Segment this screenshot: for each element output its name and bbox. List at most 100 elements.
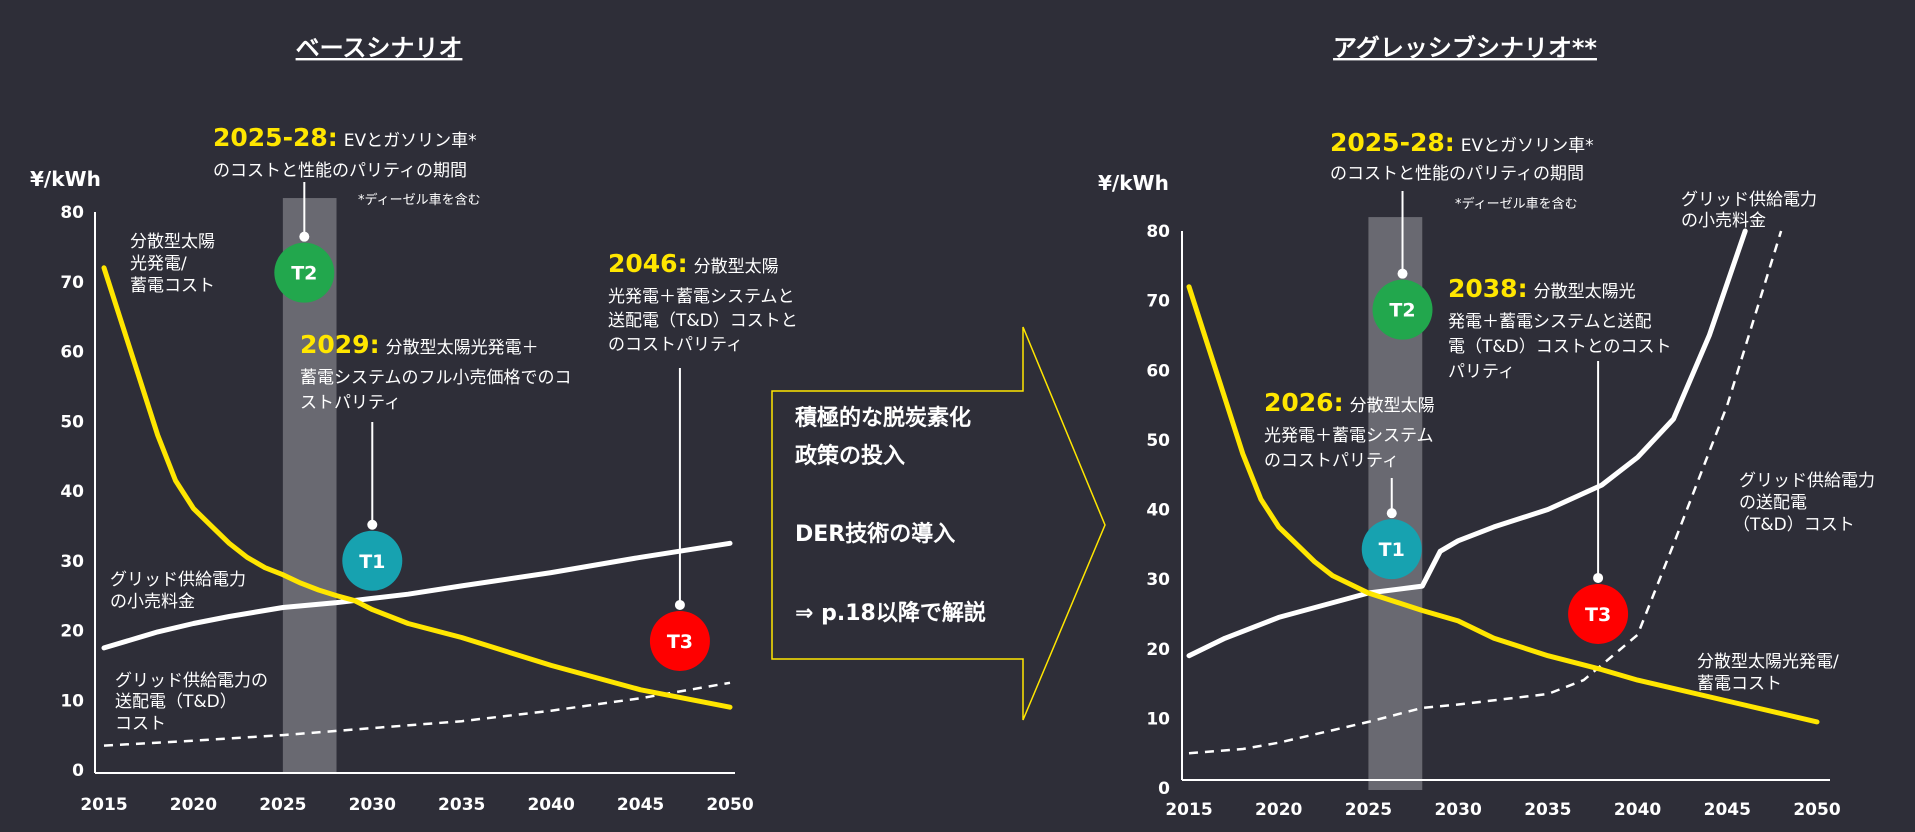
td-series-label: （T&D）コスト (1733, 515, 1855, 535)
marker-circle (342, 530, 403, 591)
annotation-t3-line: パリティ (1448, 362, 1515, 382)
annotation-t1-line: 光発電＋蓄電システム (1264, 426, 1434, 446)
milestone-marker-t2: T2 (1372, 191, 1433, 340)
annotation-t1-line: のコストパリティ (1264, 451, 1399, 471)
marker-circle (1568, 583, 1629, 644)
milestone-marker-t1: T1 (1361, 478, 1422, 580)
x-tick-label: 2030 (1434, 800, 1481, 820)
x-tick-label: 2035 (1524, 800, 1571, 820)
solar-series-label: 光発電/ (130, 254, 187, 274)
series-line-solar-cost (1186, 284, 1820, 725)
base-scenario-chart: ¥/kWh 2015 2020 2025 2030 2035 2040 2045 205001… (30, 123, 798, 815)
y-tick-label: 30 (60, 552, 84, 572)
td-series-label: コスト (115, 714, 166, 734)
series-line-retail-price (1186, 228, 1748, 659)
y-tick-label: 20 (1146, 640, 1170, 660)
y-tick-label: 80 (1146, 222, 1170, 242)
x-tick-label: 2020 (1255, 800, 1302, 820)
leader-dot (1386, 508, 1397, 519)
marker-circle (1372, 279, 1433, 340)
annotation-t2-line: のコストと性能のパリティの期間 (1330, 164, 1584, 184)
y-tick-label: 0 (1158, 779, 1170, 799)
leader-dot (299, 231, 310, 242)
series-line-td-cost (103, 681, 731, 747)
arrow-text: 政策の投入 (795, 443, 905, 469)
annotation-t3-line: 光発電＋蓄電システムと (608, 287, 795, 307)
aggressive-scenario-title: アグレッシブシナリオ** (1333, 34, 1597, 62)
series-line-solar-cost (101, 265, 733, 710)
x-tick-label: 2050 (1793, 800, 1840, 820)
x-tick-label: 2025 (259, 795, 306, 815)
milestone-marker-t3: T3 (1568, 361, 1629, 644)
policy-arrow: 積極的な脱炭素化 政策の投入 DER技術の導入 ⇒ p.18以降で解説 (771, 326, 1106, 721)
aggressive-scenario-chart: ¥/kWh 2015 2020 2025 2030 2035 2040 2045 205001… (1098, 128, 1875, 820)
annotation-t1-line: ストパリティ (300, 393, 401, 413)
arrow-text: 積極的な脱炭素化 (795, 405, 971, 431)
annotation-t3-line: 送配電（T&D）コストと (608, 311, 798, 331)
annotation-t1-heading: 2026: 分散型太陽 (1264, 388, 1435, 417)
retail-series-label: の小売料金 (110, 592, 195, 612)
marker-circle (274, 242, 335, 303)
marker-circle (649, 610, 710, 671)
annotation-t3-line: 発電＋蓄電システムと送配 (1448, 312, 1652, 332)
series-line-retail-price (101, 540, 733, 651)
annotation-t1-line: 蓄電システムのフル小売価格でのコ (300, 368, 572, 388)
td-series-label: 送配電（T&D） (115, 692, 237, 712)
leader-dot (1593, 572, 1604, 583)
annotation-t3-heading: 2046: 分散型太陽 (608, 249, 779, 278)
y-tick-label: 40 (1146, 501, 1170, 521)
milestone-marker-t2: T2 (274, 182, 335, 303)
marker-circle (1361, 519, 1422, 580)
leader-dot (674, 599, 685, 610)
marker-label: T2 (1389, 300, 1415, 322)
marker-label: T3 (1585, 604, 1611, 626)
y-tick-label: 30 (1146, 570, 1170, 590)
x-tick-label: 2015 (80, 795, 127, 815)
annotation-t1-heading: 2029: 分散型太陽光発電＋ (300, 330, 539, 359)
x-tick-label: 2040 (527, 795, 574, 815)
base-scenario-title: ベースシナリオ (296, 34, 463, 62)
y-tick-label: 40 (60, 482, 84, 502)
x-tick-label: 2030 (349, 795, 396, 815)
solar-series-label: 蓄電コスト (1697, 674, 1782, 694)
annotation-t3-heading: 2038: 分散型太陽光 (1448, 274, 1636, 303)
y-tick-label: 60 (60, 343, 84, 363)
y-tick-label: 80 (60, 203, 84, 223)
retail-series-label: の小売料金 (1681, 211, 1766, 231)
td-series-label: の送配電 (1739, 493, 1807, 513)
y-tick-label: 50 (1146, 431, 1170, 451)
td-series-label: グリッド供給電力の (115, 671, 268, 691)
annotation-footnote: *ディーゼル車を含む (358, 192, 481, 208)
annotation-t3-line: 電（T&D）コストとのコスト (1448, 337, 1672, 357)
y-tick-label: 20 (60, 622, 84, 642)
x-tick-label: 2045 (1704, 800, 1751, 820)
x-tick-label: 2025 (1345, 800, 1392, 820)
marker-label: T1 (359, 551, 385, 573)
y-tick-label: 60 (1146, 361, 1170, 381)
marker-label: T1 (1379, 539, 1405, 561)
y-tick-label: 50 (60, 412, 84, 432)
annotation-t2-line: のコストと性能のパリティの期間 (213, 161, 467, 181)
td-series-label: グリッド供給電力 (1739, 471, 1875, 491)
y-axis-unit: ¥/kWh (1098, 171, 1169, 195)
x-tick-label: 2035 (438, 795, 485, 815)
solar-series-label: 分散型太陽 (130, 232, 215, 252)
x-tick-label: 2015 (1165, 800, 1212, 820)
x-tick-label: 2050 (706, 795, 753, 815)
annotation-t3-line: のコストパリティ (608, 335, 743, 355)
annotation-t2-heading: 2025-28: EVとガソリン車* (1330, 128, 1594, 157)
series-line-td-cost (1188, 230, 1783, 755)
y-tick-label: 10 (1146, 709, 1170, 729)
annotation-footnote: *ディーゼル車を含む (1455, 196, 1578, 212)
milestone-marker-t1: T1 (342, 422, 403, 591)
y-tick-label: 70 (60, 273, 84, 293)
y-tick-label: 10 (60, 691, 84, 711)
x-tick-label: 2020 (170, 795, 217, 815)
arrow-outline (771, 326, 1106, 721)
x-tick-label: 2045 (617, 795, 664, 815)
solar-series-label: 蓄電コスト (130, 276, 215, 296)
milestone-marker-t3: T3 (649, 368, 710, 671)
marker-label: T2 (291, 263, 317, 285)
marker-label: T3 (667, 631, 693, 653)
